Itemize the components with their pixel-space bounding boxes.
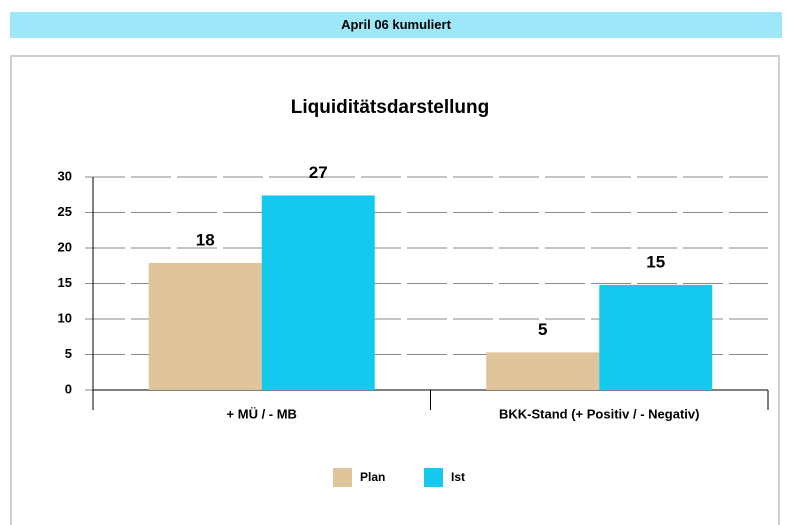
data-label: 27 — [309, 163, 328, 182]
y-tick-label: 20 — [58, 239, 72, 254]
data-label: 15 — [646, 252, 665, 271]
y-tick-label: 25 — [58, 204, 72, 219]
data-label: 5 — [538, 320, 547, 339]
y-tick-label: 15 — [58, 275, 72, 290]
x-tick-label: BKK-Stand (+ Positiv / - Negativ) — [499, 406, 699, 421]
legend-swatch — [424, 468, 443, 487]
data-label: 18 — [196, 230, 215, 249]
legend-label: Plan — [360, 470, 385, 484]
y-tick-label: 10 — [58, 310, 72, 325]
bar — [261, 195, 375, 390]
bar — [148, 262, 262, 390]
legend-swatch — [333, 468, 352, 487]
chart-panel — [10, 55, 780, 525]
y-tick-label: 0 — [65, 381, 72, 396]
bar — [486, 352, 600, 390]
chart-title: Liquiditätsdarstellung — [291, 97, 489, 118]
y-tick-label: 30 — [58, 168, 72, 183]
bar — [599, 284, 713, 390]
y-tick-label: 5 — [65, 346, 72, 361]
banner: April 06 kumuliert — [10, 12, 782, 38]
x-tick-label: + MÜ / - MB — [227, 406, 297, 421]
legend-label: Ist — [451, 470, 465, 484]
